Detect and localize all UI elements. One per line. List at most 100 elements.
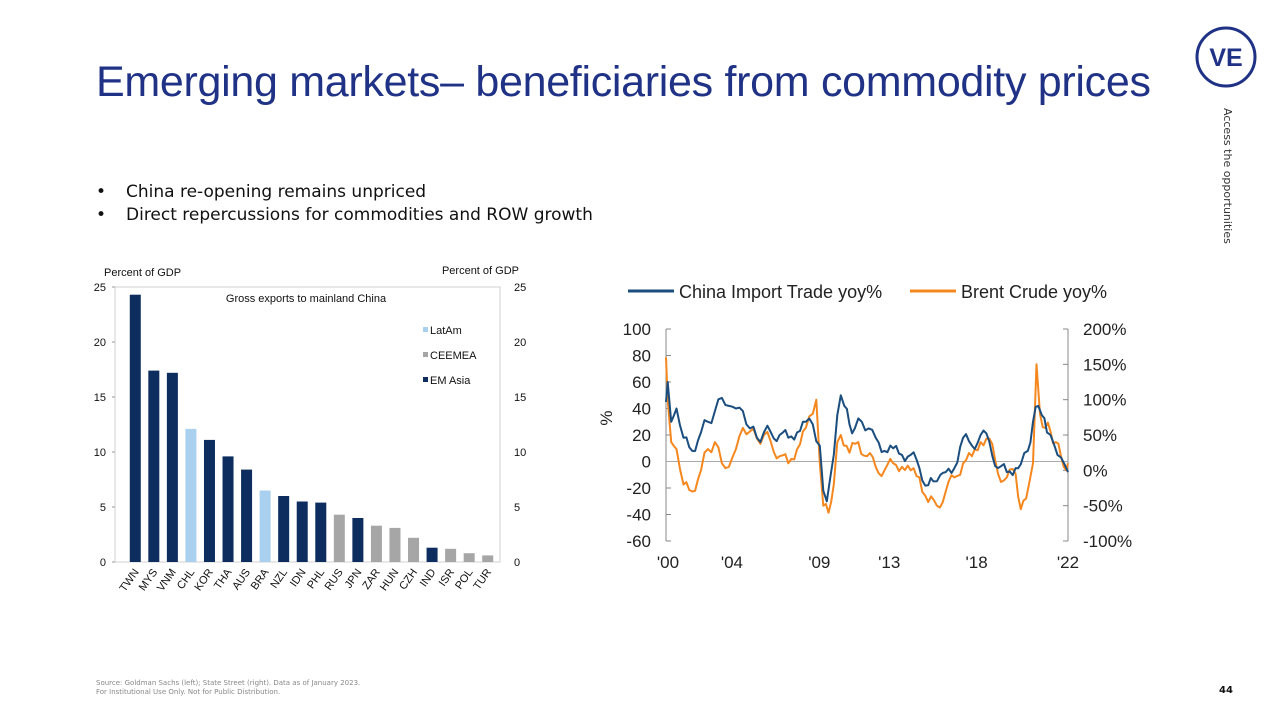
y-tick-label-left: -40 <box>626 506 651 525</box>
x-tick-label: IND <box>418 567 439 589</box>
legend-em-asia: EM Asia <box>430 375 471 387</box>
bar-hun <box>389 527 401 562</box>
bar-rus <box>333 514 345 562</box>
y-tick-label-right: 10 <box>514 447 526 459</box>
x-tick-label: '13 <box>878 553 900 572</box>
bar-zar <box>370 525 382 562</box>
bar-twn <box>129 294 141 562</box>
x-tick-label: RUS <box>323 567 346 593</box>
y-tick-label-left: -60 <box>626 532 651 551</box>
bullet-item: China re-opening remains unpriced <box>96 181 593 204</box>
page-number: 44 <box>1219 685 1233 696</box>
legend-swatch-ceemea <box>423 352 428 357</box>
logo-text: VE <box>1209 44 1242 72</box>
y-tick-label-right: 15 <box>514 392 526 404</box>
y-tick-label-right: 100% <box>1083 391 1126 410</box>
x-tick-label: NZL <box>268 567 290 591</box>
left-y-ticks: 0 5 10 15 20 25 <box>94 282 115 569</box>
china-import-line <box>665 381 1069 503</box>
y-tick-label-left: 0 <box>642 453 651 472</box>
legend-ceemea: CEEMEA <box>430 350 477 362</box>
bar-idn <box>296 501 308 562</box>
right-axis-label: Percent of GDP <box>442 265 519 277</box>
y-tick-label-right: 0% <box>1083 461 1108 480</box>
x-tick-label: AUS <box>230 567 253 592</box>
x-tick-label: JPN <box>343 567 365 591</box>
import-vs-brent-chart: China Import Trade yoy% Brent Crude yoy%… <box>597 282 1132 572</box>
x-tick-label: '09 <box>808 553 830 572</box>
bars <box>129 294 494 562</box>
y-tick-label: 0 <box>100 557 106 569</box>
y-axis-label: % <box>597 410 616 425</box>
y-tick-label: 25 <box>94 282 106 294</box>
right-y-ticks: 0 5 10 15 20 25 <box>514 282 526 569</box>
legend-swatch-latam <box>423 327 428 332</box>
y-tick-label: 5 <box>100 502 106 514</box>
right-y-ticks: 200% 150% 100% 50% 0% -50% -100% <box>1063 320 1132 551</box>
x-tick-label: '04 <box>721 553 743 572</box>
brent-crude-line <box>665 357 1069 514</box>
bar-nzl <box>278 496 290 562</box>
y-tick-label: 20 <box>94 337 106 349</box>
legend-china: China Import Trade yoy% <box>679 282 882 302</box>
legend-latam: LatAm <box>430 325 462 337</box>
bar-vnm <box>166 372 178 562</box>
x-tick-label: '00 <box>657 553 679 572</box>
slide-title: Emerging markets– beneficiaries from com… <box>96 58 1151 106</box>
y-tick-label-left: 20 <box>632 426 651 445</box>
bar-isr <box>445 548 457 562</box>
bar-kor <box>203 439 215 562</box>
legend: China Import Trade yoy% Brent Crude yoy% <box>628 282 1107 302</box>
side-tagline: Access the opportunities <box>1221 108 1234 244</box>
ve-logo: VE <box>1195 26 1257 88</box>
x-tick-label: '18 <box>966 553 988 572</box>
x-tick-label: CZH <box>397 567 420 592</box>
left-axis-label: Percent of GDP <box>104 267 181 279</box>
y-tick-label-right: 0 <box>514 557 520 569</box>
bar-ind <box>426 547 438 562</box>
bullet-list: China re-opening remains unpriced Direct… <box>96 181 593 227</box>
y-tick-label-left: 40 <box>632 400 651 419</box>
bar-jpn <box>352 518 364 562</box>
y-tick-label-right: -50% <box>1083 497 1123 516</box>
x-tick-label: POL <box>453 567 475 592</box>
x-tick-label: TUR <box>471 567 494 592</box>
y-tick-label-left: -20 <box>626 479 651 498</box>
y-tick-label-right: 150% <box>1083 355 1126 374</box>
y-tick-label-right: -100% <box>1083 532 1132 551</box>
y-tick-label-left: 60 <box>632 373 651 392</box>
x-tick-label: HUN <box>378 567 402 593</box>
bar-mys <box>148 370 160 562</box>
source-note: Source: Goldman Sachs (left); State Stre… <box>96 679 360 697</box>
x-tick-labels: '00 '04 '09 '13 '18 '22 <box>657 553 1079 572</box>
bar-aus <box>241 469 253 562</box>
bar-chl <box>185 428 197 562</box>
x-tick-label: THA <box>212 566 235 591</box>
bar-phl <box>315 502 327 562</box>
x-tick-labels: TWNMYSVNMCHLKORTHAAUSBRANZLIDNPHLRUSJPNZ… <box>118 566 495 594</box>
x-tick-label: TWN <box>118 567 142 594</box>
bar-czh <box>408 537 420 562</box>
source-line: Source: Goldman Sachs (left); State Stre… <box>96 679 361 687</box>
y-tick-label-right: 20 <box>514 337 526 349</box>
y-tick-label: 15 <box>94 392 106 404</box>
legend-swatch-em-asia <box>423 377 428 382</box>
left-y-ticks: 100 80 60 40 20 0 -20 -40 -60 <box>623 320 671 551</box>
x-tick-label: VNM <box>155 567 179 594</box>
y-tick-label-left: 100 <box>623 320 651 339</box>
y-tick-label-right: 25 <box>514 282 526 294</box>
y-tick-label-right: 5 <box>514 502 520 514</box>
exports-bar-chart: Percent of GDP Percent of GDP Gross expo… <box>94 265 527 594</box>
y-tick-label: 10 <box>94 447 106 459</box>
bar-bra <box>259 490 271 562</box>
x-tick-label: KOR <box>192 567 216 593</box>
legend-brent: Brent Crude yoy% <box>961 282 1107 302</box>
x-tick-label: BRA <box>249 566 272 592</box>
y-tick-label-left: 80 <box>632 347 651 366</box>
y-tick-label-right: 50% <box>1083 426 1117 445</box>
bar-tur <box>482 555 494 562</box>
bullet-item: Direct repercussions for commodities and… <box>96 204 593 227</box>
x-tick-label: '22 <box>1057 553 1079 572</box>
y-tick-label-right: 200% <box>1083 320 1126 339</box>
bar-tha <box>222 456 234 562</box>
